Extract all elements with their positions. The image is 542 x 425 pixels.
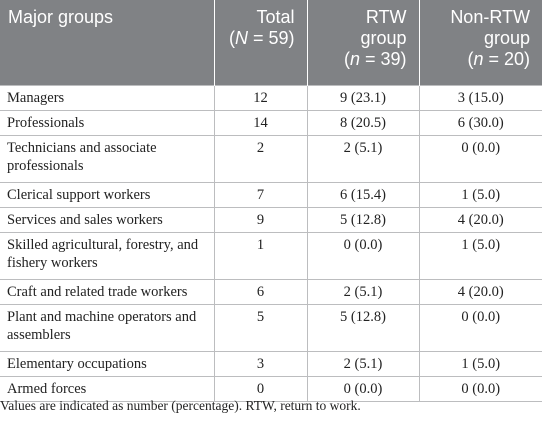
header-total-n-value: = 59) [247,28,295,48]
cell-rtw: 0 (0.0) [306,375,420,402]
table-row: Skilled agricultural, forestry, and fish… [0,231,542,280]
header-rtw-group-word: group [360,28,407,48]
header-total-n-symbol: N [234,28,248,48]
cell-group: Armed forces [0,375,215,402]
cell-rtw: 6 (15.4) [306,181,420,208]
table-row: Professionals 14 8 (20.5) 6 (30.0) [0,109,542,136]
cell-nonrtw: 1 (5.0) [418,350,542,377]
cell-total: 0 [213,375,308,402]
cell-rtw: 5 (12.8) [306,206,420,233]
header-total-label: Total [256,7,295,27]
cell-rtw: 8 (20.5) [306,109,420,136]
cell-group: Managers [0,84,215,111]
table-body: Managers 12 9 (23.1) 3 (15.0) Profession… [0,84,542,402]
table-row: Clerical support workers 7 6 (15.4) 1 (5… [0,181,542,208]
cell-total: 12 [213,84,308,111]
cell-rtw: 2 (5.1) [306,350,420,377]
table-header: Major groups Total (N = 59) RTW group (n = … [0,0,542,85]
header-rtw-n-symbol: n [349,49,360,69]
header-rtw-label: RTW [365,7,407,27]
cell-total: 2 [213,134,308,183]
cell-group: Elementary occupations [0,350,215,377]
header-nonrtw-group: Non-RTW group (n = 20) [418,0,542,85]
cell-group: Clerical support workers [0,181,215,208]
table-row: Elementary occupations 3 2 (5.1) 1 (5.0) [0,350,542,377]
header-nonrtw-n-value: = 20) [483,49,530,69]
cell-rtw: 2 (5.1) [306,134,420,183]
cell-group: Skilled agricultural, forestry, and fish… [0,231,215,280]
cell-nonrtw: 6 (30.0) [418,109,542,136]
cell-nonrtw: 0 (0.0) [418,375,542,402]
cell-group: Craft and related trade workers [0,278,215,305]
cell-group: Plant and machine operators and assemble… [0,303,215,352]
cell-total: 7 [213,181,308,208]
table-row: Plant and machine operators and assemble… [0,303,542,352]
header-rtw-n-value: = 39) [359,49,407,69]
occupation-table-container: Major groups Total (N = 59) RTW group (n = … [0,0,542,402]
header-nonrtw-group-word: group [483,28,530,48]
cell-total: 9 [213,206,308,233]
cell-total: 14 [213,109,308,136]
cell-total: 3 [213,350,308,377]
header-rtw-group: RTW group (n = 39) [306,0,419,85]
cell-nonrtw: 4 (20.0) [418,206,542,233]
header-row: Major groups Total (N = 59) RTW group (n = … [0,0,542,85]
table-row: Craft and related trade workers 6 2 (5.1… [0,278,542,305]
header-major-groups: Major groups [8,7,114,27]
cell-rtw: 2 (5.1) [306,278,420,305]
cell-group: Technicians and associate professionals [0,134,215,183]
cell-rtw: 9 (23.1) [306,84,420,111]
cell-total: 5 [213,303,308,352]
cell-nonrtw: 1 (5.0) [418,231,542,280]
table-row: Armed forces 0 0 (0.0) 0 (0.0) [0,375,542,402]
cell-nonrtw: 1 (5.0) [418,181,542,208]
cell-rtw: 0 (0.0) [306,231,420,280]
cell-total: 6 [213,278,308,305]
table-row: Technicians and associate professionals … [0,134,542,183]
cell-nonrtw: 3 (15.0) [418,84,542,111]
cell-total: 1 [213,231,308,280]
header-nonrtw-n-symbol: n [473,49,484,69]
cell-group: Professionals [0,109,215,136]
cell-nonrtw: 0 (0.0) [418,134,542,183]
table-footnote: Values are indicated as number (percenta… [0,398,361,413]
cell-nonrtw: 4 (20.0) [418,278,542,305]
cell-rtw: 5 (12.8) [306,303,420,352]
table-row: Managers 12 9 (23.1) 3 (15.0) [0,84,542,111]
table-row: Services and sales workers 9 5 (12.8) 4 … [0,206,542,233]
occupation-table: Major groups Total (N = 59) RTW group (n = … [0,0,542,402]
header-total: Total (N = 59) [213,0,307,85]
header-nonrtw-label: Non-RTW [450,7,530,27]
cell-group: Services and sales workers [0,206,215,233]
cell-nonrtw: 0 (0.0) [418,303,542,352]
